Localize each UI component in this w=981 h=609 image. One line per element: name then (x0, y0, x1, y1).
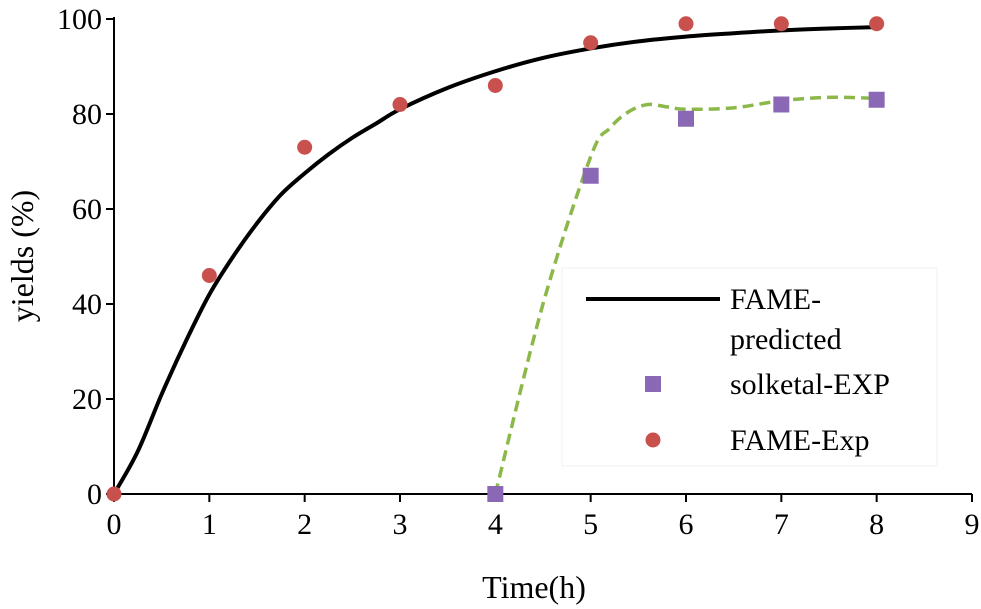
legend-label: predicted (730, 323, 842, 356)
x-tick-label: 3 (393, 508, 408, 541)
solketal-exp-point (487, 486, 504, 502)
x-axis-title: Time(h) (482, 569, 586, 605)
fame-exp-point (297, 139, 313, 155)
y-tick-label: 80 (72, 98, 102, 131)
fame-exp-point (201, 268, 217, 283)
fame-exp-point (869, 16, 885, 32)
fame-predicted-line (112, 25, 877, 495)
solketal-exp-point (868, 91, 885, 108)
y-tick-label: 100 (57, 3, 102, 36)
legend-label: FAME- (730, 283, 821, 316)
x-tick-label: 2 (297, 508, 312, 541)
y-axis-title: yields (%) (4, 190, 40, 322)
legend-swatch-circle (645, 432, 661, 448)
legend-swatch-square (645, 376, 661, 392)
fame-exp-point (583, 35, 599, 51)
x-tick-label: 5 (583, 508, 598, 541)
y-tick-label: 0 (87, 478, 102, 511)
y-tick-label: 40 (72, 288, 102, 321)
y-tick-label: 20 (72, 383, 102, 416)
fame-exp-point (392, 97, 408, 112)
legend-label: FAME-Exp (730, 424, 869, 457)
fame-exp-point (106, 486, 122, 502)
solketal-exp-point (582, 167, 599, 184)
x-tick-label: 9 (965, 508, 980, 541)
fame-exp-point (678, 16, 694, 32)
x-tick-label: 8 (869, 508, 884, 541)
fame-exp-point (487, 78, 503, 93)
y-tick-label: 60 (72, 193, 102, 226)
x-tick-label: 1 (202, 508, 217, 541)
x-tick-label: 4 (488, 508, 503, 541)
x-tick-label: 7 (774, 508, 789, 541)
x-tick-label: 0 (107, 508, 122, 541)
solketal-exp-point (773, 96, 790, 113)
legend: FAME-predicted solketal-EXP FAME-Exp (561, 267, 938, 467)
solketal-exp-point (678, 110, 694, 127)
legend-label: solketal-EXP (730, 368, 890, 401)
axes-layer: 0 1 2 3 4 5 6 7 8 9 0 20 40 60 80 100 (57, 3, 980, 541)
fame-exp-point (773, 16, 789, 32)
points-layer (106, 16, 885, 502)
x-tick-label: 6 (679, 508, 694, 541)
